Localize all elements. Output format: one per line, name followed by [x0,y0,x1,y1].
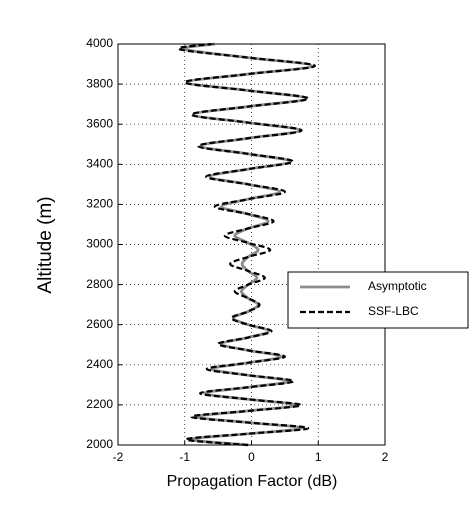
y-tick-label: 2400 [86,357,113,371]
x-tick-label: -1 [179,450,190,464]
y-tick-label: 3200 [86,197,113,211]
y-tick-label: 3400 [86,156,113,170]
y-tick-label: 3000 [86,237,113,251]
legend-box [287,271,469,329]
legend: Asymptotic SSF-LBC [287,271,469,329]
legend-label: Asymptotic [368,279,427,293]
x-tick-label: -2 [113,450,124,464]
y-tick-label: 2600 [86,317,113,331]
y-tick-label: 3600 [86,116,113,130]
series-line [177,42,317,447]
x-tick-label: 1 [315,450,322,464]
y-tick-label: 4000 [86,36,113,50]
y-tick-label: 3800 [86,76,113,90]
y-tick-label: 2000 [86,437,113,451]
legend-label: SSF-LBC [368,304,419,318]
y-tick-label: 2200 [86,397,113,411]
x-tick-label: 0 [248,450,255,464]
y-axis-label: Altitude (m) [35,196,56,293]
plot-frame [117,43,386,446]
x-axis-label: Propagation Factor (dB) [167,473,338,490]
x-tick-label: 2 [382,450,389,464]
y-tick-label: 2800 [86,277,113,291]
